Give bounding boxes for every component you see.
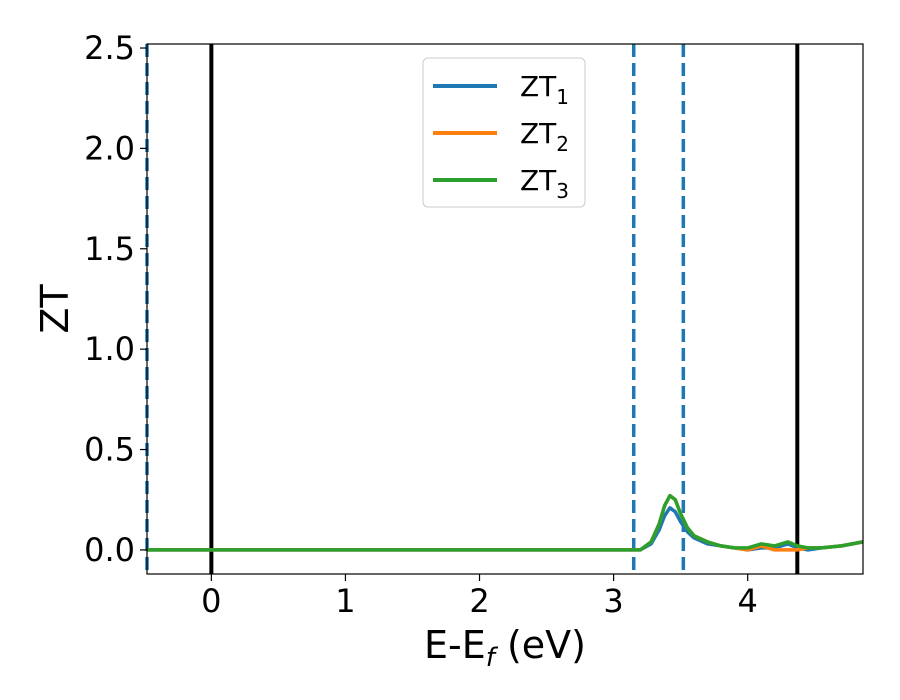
y-tick-label: 0.0 [84, 531, 135, 569]
x-tick-label: 2 [469, 582, 489, 620]
y-tick-label: 0.5 [84, 431, 135, 469]
series-line-zt3 [147, 493, 864, 552]
legend-label-zt1: ZT1 [520, 70, 569, 109]
y-tick-label: 2.0 [84, 129, 135, 167]
series-line-zt2 [147, 493, 864, 552]
x-tick-label: 4 [738, 582, 758, 620]
y-axis-ticks: 0.0 0.5 1.0 1.5 2.0 2.5 [84, 29, 147, 569]
x-axis-label: E-Ef (eV) [424, 623, 586, 673]
y-tick-label: 2.5 [84, 29, 135, 67]
x-axis-ticks: 0 1 2 3 4 [201, 574, 758, 620]
axes-frame [146, 43, 864, 575]
series-layer [147, 493, 864, 552]
legend-box [422, 57, 586, 208]
x-tick-label: 3 [603, 582, 623, 620]
y-tick-label: 1.5 [84, 230, 135, 268]
x-tick-label: 1 [335, 582, 355, 620]
legend-label-zt2: ZT2 [520, 117, 569, 156]
y-axis-label: ZT [33, 284, 77, 334]
x-tick-label: 0 [201, 582, 221, 620]
series-line-zt1 [147, 506, 864, 552]
y-tick-label: 1.0 [84, 330, 135, 368]
